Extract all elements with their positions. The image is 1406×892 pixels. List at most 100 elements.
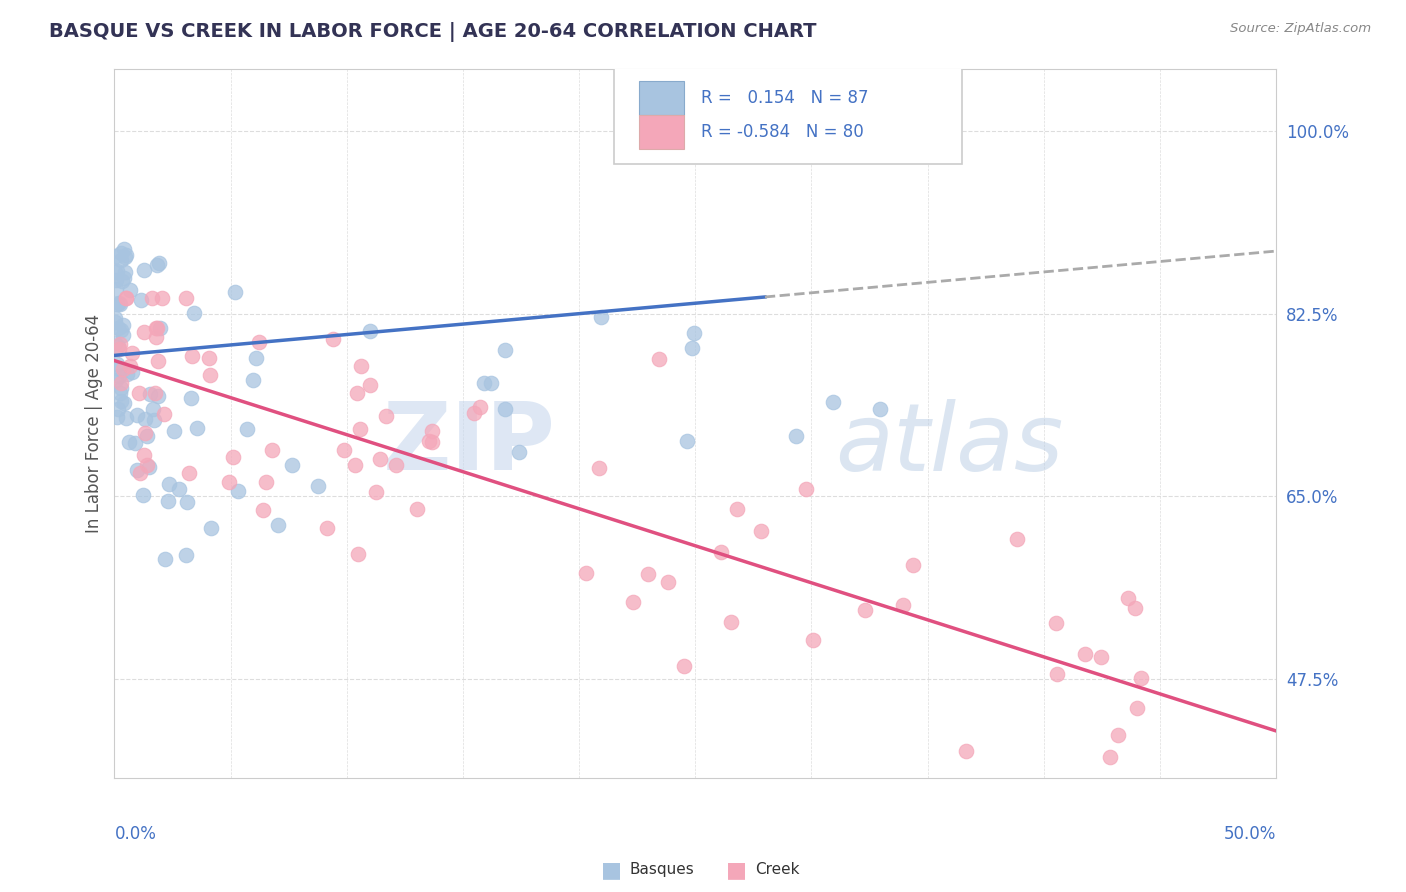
Point: [125, 408, 148, 422]
Point: [104, 310, 127, 325]
Point: [364, 485, 387, 500]
Point: [132, 326, 155, 340]
Point: [105, 264, 128, 278]
Point: [105, 373, 128, 387]
Point: [104, 335, 127, 350]
Point: [198, 368, 221, 383]
Point: [110, 381, 132, 395]
Point: [247, 334, 270, 349]
Point: [125, 463, 148, 477]
Text: atlas: atlas: [835, 399, 1063, 490]
Point: [368, 451, 391, 466]
Point: [346, 386, 368, 401]
Point: [681, 341, 703, 355]
Text: R =   0.154   N = 87: R = 0.154 N = 87: [702, 88, 869, 107]
Point: [479, 376, 502, 391]
Point: [242, 373, 264, 387]
Point: [142, 401, 165, 416]
Point: [135, 429, 157, 443]
Point: [105, 282, 128, 296]
Point: [146, 389, 169, 403]
Point: [138, 460, 160, 475]
Point: [107, 342, 129, 356]
Point: [186, 420, 208, 434]
Point: [637, 567, 659, 582]
Point: [468, 400, 491, 414]
Point: [134, 448, 156, 462]
Point: [494, 343, 516, 357]
Point: [131, 293, 153, 307]
Point: [751, 524, 773, 539]
Point: [145, 320, 167, 334]
Point: [1045, 615, 1067, 630]
Point: [111, 318, 134, 332]
Point: [110, 323, 132, 337]
Point: [128, 386, 150, 401]
Point: [132, 487, 155, 501]
Y-axis label: In Labor Force | Age 20-64: In Labor Force | Age 20-64: [86, 314, 103, 533]
Point: [111, 327, 134, 342]
Point: [647, 352, 669, 367]
Point: [180, 349, 202, 363]
Point: [1098, 750, 1121, 764]
Point: [107, 401, 129, 416]
Point: [110, 245, 132, 260]
Point: [307, 479, 329, 493]
Point: [110, 274, 132, 288]
Text: 0.0%: 0.0%: [114, 825, 156, 843]
Point: [104, 265, 127, 279]
Point: [107, 339, 129, 353]
Point: [420, 435, 443, 450]
Point: [107, 320, 129, 334]
Point: [349, 422, 371, 436]
Point: [254, 475, 277, 490]
Point: [105, 296, 128, 310]
Point: [135, 458, 157, 473]
FancyBboxPatch shape: [614, 62, 963, 164]
Point: [891, 598, 914, 612]
Point: [1073, 647, 1095, 661]
FancyBboxPatch shape: [640, 115, 683, 149]
Point: [115, 291, 138, 305]
Point: [180, 391, 202, 405]
Point: [152, 291, 174, 305]
Point: [152, 407, 174, 421]
Point: [346, 547, 368, 561]
Point: [179, 467, 201, 481]
Point: [110, 297, 132, 311]
Point: [683, 326, 706, 340]
Point: [823, 394, 845, 409]
Point: [174, 291, 197, 305]
Point: [148, 256, 170, 270]
Point: [115, 367, 138, 381]
Point: [163, 425, 186, 439]
Point: [343, 458, 366, 473]
Point: [226, 483, 249, 498]
Point: [472, 376, 495, 391]
Point: [146, 354, 169, 368]
Point: [114, 271, 136, 285]
Point: [134, 263, 156, 277]
Point: [121, 365, 143, 379]
Point: [105, 249, 128, 263]
Point: [110, 252, 132, 267]
Point: [176, 495, 198, 509]
Point: [406, 501, 429, 516]
Point: [359, 324, 381, 338]
Point: [153, 552, 176, 566]
Point: [120, 359, 142, 373]
Point: [141, 291, 163, 305]
Point: [494, 401, 516, 416]
Text: Basques: Basques: [630, 863, 695, 877]
Point: [720, 615, 742, 629]
Point: [105, 410, 128, 425]
Point: [359, 378, 381, 392]
Point: [794, 483, 817, 497]
Point: [508, 445, 530, 459]
Point: [111, 361, 134, 376]
FancyBboxPatch shape: [640, 80, 683, 115]
Point: [145, 330, 167, 344]
Text: BASQUE VS CREEK IN LABOR FORCE | AGE 20-64 CORRELATION CHART: BASQUE VS CREEK IN LABOR FORCE | AGE 20-…: [49, 22, 817, 42]
Text: R = -0.584   N = 80: R = -0.584 N = 80: [702, 123, 863, 141]
Point: [114, 411, 136, 425]
